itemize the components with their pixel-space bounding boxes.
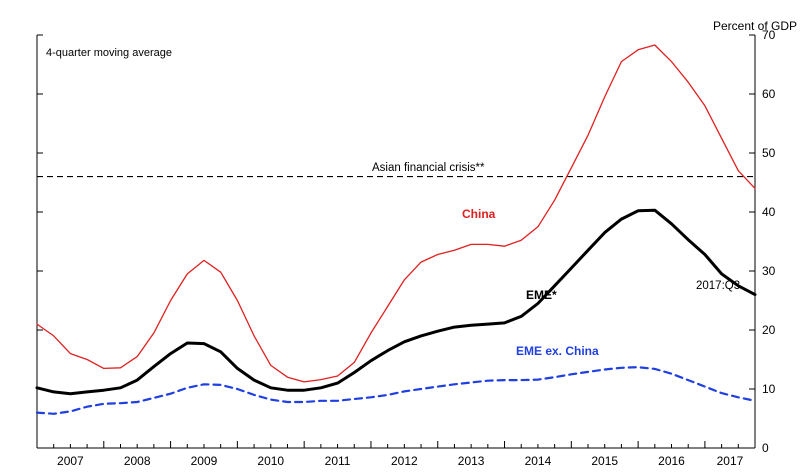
- x-tick-label: 2017: [717, 454, 744, 468]
- series-group: [35, 44, 757, 415]
- x-tick-label: 2016: [658, 454, 685, 468]
- x-tick-label: 2011: [325, 454, 351, 468]
- y-tick-label: 0: [762, 441, 769, 455]
- y-tick-label: 40: [762, 205, 776, 219]
- y-tick-label: 60: [762, 87, 776, 101]
- series-line-eme-ex-china: [35, 366, 757, 415]
- y-tick-label: 10: [762, 382, 776, 396]
- chart-subtitle: 4-quarter moving average: [46, 47, 172, 59]
- end-annotation: 2017:Q3: [696, 280, 740, 292]
- x-tick-label: 2014: [525, 454, 552, 468]
- y-axis-ticks: 0 10 20 30 40 50 60 70: [37, 28, 776, 455]
- series-line-china: [36, 44, 756, 383]
- x-tick-label: 2007: [57, 454, 84, 468]
- series-label-eme: EME*: [526, 288, 557, 302]
- series-label-china: China: [462, 207, 496, 221]
- x-tick-label: 2013: [458, 454, 485, 468]
- x-tick-label: 2008: [124, 454, 151, 468]
- series-label-eme-ex-china: EME ex. China: [516, 344, 599, 358]
- y-axis-label: Percent of GDP: [713, 19, 797, 33]
- x-tick-label: 2012: [391, 454, 418, 468]
- reference-line-label: Asian financial crisis**: [372, 162, 485, 174]
- x-tick-label: 2015: [591, 454, 618, 468]
- y-tick-label: 20: [762, 323, 776, 337]
- x-tick-label: 2009: [191, 454, 218, 468]
- x-tick-label: 2010: [257, 454, 284, 468]
- y-tick-label: 30: [762, 264, 776, 278]
- x-axis-ticks: 2007 2008 2009 2010 2011 2012 2013 2014 2015 2016…: [36, 441, 756, 468]
- series-line-eme: [35, 208, 757, 396]
- y-tick-label: 50: [762, 146, 776, 160]
- y-tick-label: 70: [762, 28, 776, 42]
